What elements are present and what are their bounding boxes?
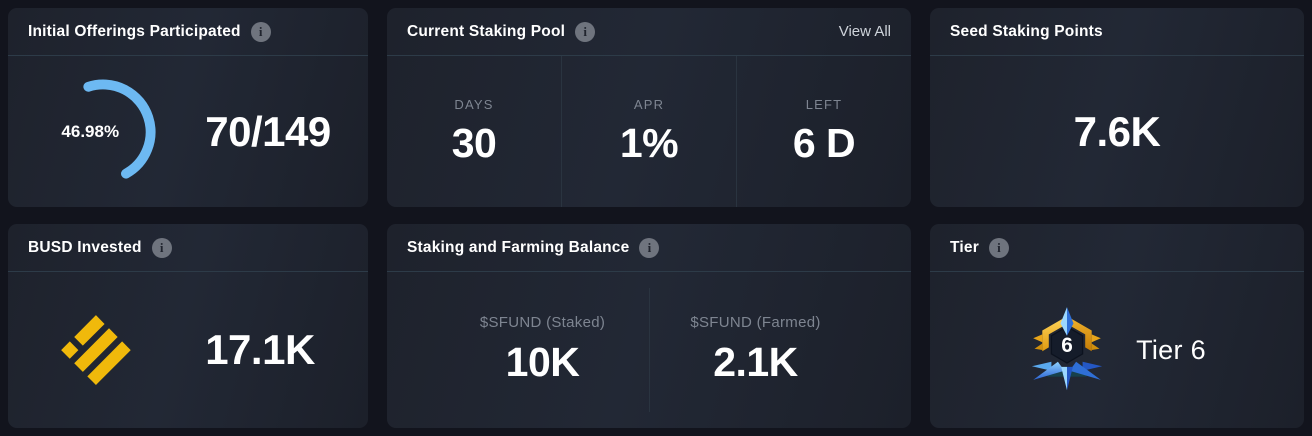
- card-initial-offerings: Initial Offerings Participated i 46.98% …: [8, 8, 368, 207]
- card-current-staking-pool: Current Staking Pool i View All DAYS 30 …: [387, 8, 911, 207]
- info-icon[interactable]: i: [575, 21, 596, 42]
- staking-farming-body: $SFUND (Staked) 10K $SFUND (Farmed) 2.1K: [387, 272, 911, 428]
- stat-left-label: LEFT: [805, 96, 843, 112]
- card-busd-invested: BUSD Invested i 17.1K: [8, 224, 368, 428]
- tier-badge-number: 6: [1061, 334, 1073, 357]
- view-all-link[interactable]: View All: [838, 23, 891, 40]
- tier-badge-icon: 6: [1031, 307, 1103, 391]
- sfund-staked-value: 10K: [505, 339, 580, 385]
- info-icon[interactable]: i: [250, 21, 271, 42]
- busd-invested-value: 17.1K: [205, 326, 315, 373]
- stat-days-label: DAYS: [454, 96, 494, 112]
- participation-count: 70/149: [205, 107, 331, 155]
- card-tier-header: Tier i: [930, 224, 1304, 272]
- card-title: Seed Staking Points: [950, 22, 1103, 40]
- busd-logo-icon: [61, 315, 131, 385]
- sfund-staked-stat: $SFUND (Staked) 10K: [437, 314, 649, 386]
- card-initial-offerings-header: Initial Offerings Participated i: [8, 8, 368, 56]
- card-staking-farming-balance: Staking and Farming Balance i $SFUND (St…: [387, 224, 911, 428]
- seed-staking-points-body: 7.6K: [930, 56, 1304, 207]
- card-current-staking-pool-header: Current Staking Pool i View All: [387, 8, 911, 56]
- participation-gauge: 46.98%: [45, 74, 161, 190]
- sfund-farmed-stat: $SFUND (Farmed) 2.1K: [650, 314, 862, 386]
- stat-apr-label: APR: [633, 96, 665, 112]
- staking-pool-body: DAYS 30 APR 1% LEFT 6 D: [387, 56, 911, 207]
- card-seed-staking-points-header: Seed Staking Points: [930, 8, 1304, 56]
- stat-left-value: 6 D: [792, 119, 856, 166]
- sfund-staked-label: $SFUND (Staked): [479, 314, 606, 331]
- busd-invested-body: 17.1K: [8, 272, 368, 428]
- tier-body: 6 Tier 6: [930, 272, 1304, 428]
- gauge-ring-svg: [50, 79, 156, 184]
- info-icon[interactable]: i: [151, 237, 172, 258]
- initial-offerings-body: 46.98% 70/149: [8, 56, 368, 207]
- vertical-divider: [648, 288, 650, 412]
- card-staking-farming-balance-header: Staking and Farming Balance i: [387, 224, 911, 272]
- card-title: Current Staking Pool: [407, 22, 566, 40]
- stat-days-value: 30: [451, 119, 497, 166]
- card-tier: Tier i: [930, 224, 1304, 428]
- tier-value: Tier 6: [1136, 334, 1206, 365]
- info-icon[interactable]: i: [988, 237, 1009, 258]
- stat-left: LEFT 6 D: [736, 56, 911, 207]
- stat-apr: APR 1%: [561, 56, 736, 207]
- card-title: BUSD Invested: [28, 238, 142, 256]
- sfund-farmed-value: 2.1K: [713, 339, 798, 385]
- card-title: Initial Offerings Participated: [28, 22, 241, 40]
- card-seed-staking-points: Seed Staking Points 7.6K: [930, 8, 1304, 207]
- gauge-arc: [50, 79, 156, 184]
- sfund-farmed-label: $SFUND (Farmed): [690, 314, 821, 331]
- gauge-percent-label: 46.98%: [61, 121, 120, 141]
- card-title: Staking and Farming Balance: [407, 238, 630, 256]
- stat-days: DAYS 30: [387, 56, 561, 207]
- card-busd-invested-header: BUSD Invested i: [8, 224, 368, 272]
- info-icon[interactable]: i: [639, 237, 660, 258]
- stat-apr-value: 1%: [619, 119, 679, 166]
- card-title: Tier: [950, 238, 979, 256]
- seed-staking-points-value: 7.6K: [1073, 107, 1161, 155]
